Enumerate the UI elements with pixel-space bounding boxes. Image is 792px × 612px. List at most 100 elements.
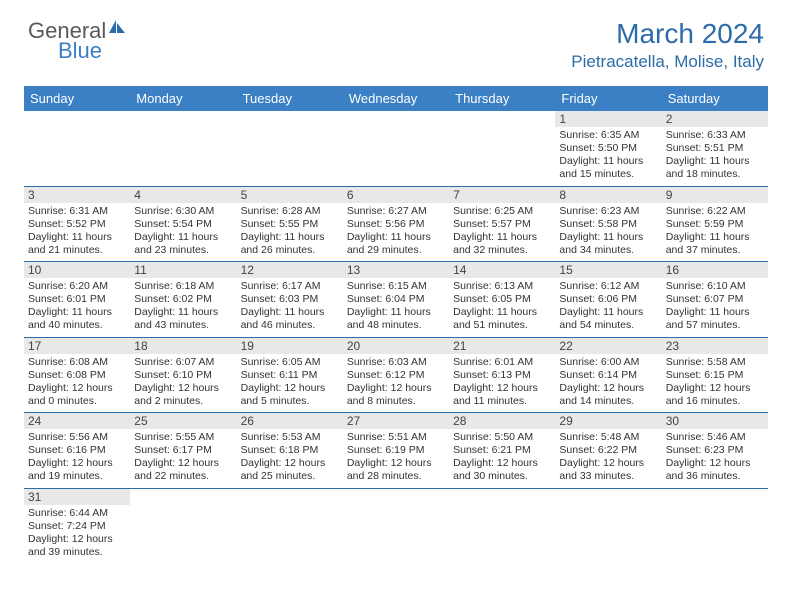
sunset-text: Sunset: 6:01 PM bbox=[28, 293, 126, 306]
calendar-cell: 12Sunrise: 6:17 AMSunset: 6:03 PMDayligh… bbox=[237, 262, 343, 338]
day-details: Sunrise: 6:08 AMSunset: 6:08 PMDaylight:… bbox=[28, 356, 126, 409]
day-details: Sunrise: 5:46 AMSunset: 6:23 PMDaylight:… bbox=[666, 431, 764, 484]
day-number: 17 bbox=[24, 338, 130, 354]
day-number: 15 bbox=[555, 262, 661, 278]
day-details: Sunrise: 5:50 AMSunset: 6:21 PMDaylight:… bbox=[453, 431, 551, 484]
day-number: 11 bbox=[130, 262, 236, 278]
sunrise-text: Sunrise: 5:53 AM bbox=[241, 431, 339, 444]
sunrise-text: Sunrise: 6:01 AM bbox=[453, 356, 551, 369]
calendar-cell: 9 Sunrise: 6:22 AMSunset: 5:59 PMDaylight… bbox=[662, 186, 768, 262]
daylight-text: Daylight: 11 hours and 21 minutes. bbox=[28, 231, 126, 257]
day-details: Sunrise: 6:05 AMSunset: 6:11 PMDaylight:… bbox=[241, 356, 339, 409]
calendar-cell: 23Sunrise: 5:58 AMSunset: 6:15 PMDayligh… bbox=[662, 337, 768, 413]
day-number: 26 bbox=[237, 413, 343, 429]
calendar-row: 31Sunrise: 6:44 AMSunset: 7:24 PMDayligh… bbox=[24, 488, 768, 563]
sunrise-text: Sunrise: 6:27 AM bbox=[347, 205, 445, 218]
calendar-row: 10Sunrise: 6:20 AMSunset: 6:01 PMDayligh… bbox=[24, 262, 768, 338]
calendar-cell: 17 Sunrise: 6:08 AMSunset: 6:08 PMDayligh… bbox=[24, 337, 130, 413]
calendar-cell: 7Sunrise: 6:25 AMSunset: 5:57 PMDaylight… bbox=[449, 186, 555, 262]
day-details: Sunrise: 6:18 AMSunset: 6:02 PMDaylight:… bbox=[134, 280, 232, 333]
sunset-text: Sunset: 6:17 PM bbox=[134, 444, 232, 457]
daylight-text: Daylight: 11 hours and 29 minutes. bbox=[347, 231, 445, 257]
daylight-text: Daylight: 11 hours and 37 minutes. bbox=[666, 231, 764, 257]
calendar-cell: 6Sunrise: 6:27 AMSunset: 5:56 PMDaylight… bbox=[343, 186, 449, 262]
weekday-header-row: Sunday Monday Tuesday Wednesday Thursday… bbox=[24, 86, 768, 111]
sunset-text: Sunset: 6:11 PM bbox=[241, 369, 339, 382]
daylight-text: Daylight: 11 hours and 54 minutes. bbox=[559, 306, 657, 332]
daylight-text: Daylight: 12 hours and 11 minutes. bbox=[453, 382, 551, 408]
day-details: Sunrise: 6:00 AMSunset: 6:14 PMDaylight:… bbox=[559, 356, 657, 409]
sunset-text: Sunset: 6:07 PM bbox=[666, 293, 764, 306]
day-number: 9 bbox=[662, 187, 768, 203]
calendar-cell: 1Sunrise: 6:35 AMSunset: 5:50 PMDaylight… bbox=[555, 111, 661, 186]
calendar-cell: 18 Sunrise: 6:07 AMSunset: 6:10 PMDayligh… bbox=[130, 337, 236, 413]
calendar-row: 3Sunrise: 6:31 AMSunset: 5:52 PMDaylight… bbox=[24, 186, 768, 262]
sunset-text: Sunset: 6:19 PM bbox=[347, 444, 445, 457]
title-block: March 2024 Pietracatella, Molise, Italy bbox=[571, 18, 764, 72]
weekday-header: Wednesday bbox=[343, 86, 449, 111]
day-number: 23 bbox=[662, 338, 768, 354]
day-number: 25 bbox=[130, 413, 236, 429]
calendar-cell: 22Sunrise: 6:00 AMSunset: 6:14 PMDayligh… bbox=[555, 337, 661, 413]
day-details: Sunrise: 6:31 AMSunset: 5:52 PMDaylight:… bbox=[28, 205, 126, 258]
calendar-cell: 28 Sunrise: 5:50 AMSunset: 6:21 PMDayligh… bbox=[449, 413, 555, 489]
calendar-body: 1Sunrise: 6:35 AMSunset: 5:50 PMDaylight… bbox=[24, 111, 768, 563]
calendar-cell: 26Sunrise: 5:53 AMSunset: 6:18 PMDayligh… bbox=[237, 413, 343, 489]
sunrise-text: Sunrise: 6:20 AM bbox=[28, 280, 126, 293]
daylight-text: Daylight: 12 hours and 19 minutes. bbox=[28, 457, 126, 483]
calendar-cell: 20Sunrise: 6:03 AMSunset: 6:12 PMDayligh… bbox=[343, 337, 449, 413]
calendar-cell: 10Sunrise: 6:20 AMSunset: 6:01 PMDayligh… bbox=[24, 262, 130, 338]
calendar-row: 24Sunrise: 5:56 AMSunset: 6:16 PMDayligh… bbox=[24, 413, 768, 489]
day-number: 8 bbox=[555, 187, 661, 203]
calendar-cell: 15Sunrise: 6:12 AMSunset: 6:06 PMDayligh… bbox=[555, 262, 661, 338]
day-number: 27 bbox=[343, 413, 449, 429]
day-number: 18 bbox=[130, 338, 236, 354]
weekday-header: Tuesday bbox=[237, 86, 343, 111]
day-details: Sunrise: 6:17 AMSunset: 6:03 PMDaylight:… bbox=[241, 280, 339, 333]
calendar-cell: 2Sunrise: 6:33 AMSunset: 5:51 PMDaylight… bbox=[662, 111, 768, 186]
calendar-cell: 19 Sunrise: 6:05 AMSunset: 6:11 PMDayligh… bbox=[237, 337, 343, 413]
sunrise-text: Sunrise: 6:15 AM bbox=[347, 280, 445, 293]
sunset-text: Sunset: 5:59 PM bbox=[666, 218, 764, 231]
daylight-text: Daylight: 11 hours and 15 minutes. bbox=[559, 155, 657, 181]
sunset-text: Sunset: 6:21 PM bbox=[453, 444, 551, 457]
sunrise-text: Sunrise: 6:22 AM bbox=[666, 205, 764, 218]
day-number: 31 bbox=[24, 489, 130, 505]
sunrise-text: Sunrise: 6:25 AM bbox=[453, 205, 551, 218]
daylight-text: Daylight: 11 hours and 46 minutes. bbox=[241, 306, 339, 332]
sunrise-text: Sunrise: 6:13 AM bbox=[453, 280, 551, 293]
day-number: 28 bbox=[449, 413, 555, 429]
daylight-text: Daylight: 12 hours and 2 minutes. bbox=[134, 382, 232, 408]
sunrise-text: Sunrise: 5:51 AM bbox=[347, 431, 445, 444]
day-details: Sunrise: 6:22 AMSunset: 5:59 PMDaylight:… bbox=[666, 205, 764, 258]
sunrise-text: Sunrise: 5:58 AM bbox=[666, 356, 764, 369]
sunset-text: Sunset: 6:03 PM bbox=[241, 293, 339, 306]
day-details: Sunrise: 6:07 AMSunset: 6:10 PMDaylight:… bbox=[134, 356, 232, 409]
logo-text-blue: Blue bbox=[58, 38, 102, 63]
calendar-cell: 29Sunrise: 5:48 AMSunset: 6:22 PMDayligh… bbox=[555, 413, 661, 489]
day-number: 2 bbox=[662, 111, 768, 127]
day-details: Sunrise: 6:10 AMSunset: 6:07 PMDaylight:… bbox=[666, 280, 764, 333]
daylight-text: Daylight: 12 hours and 0 minutes. bbox=[28, 382, 126, 408]
calendar-cell bbox=[662, 488, 768, 563]
day-number: 16 bbox=[662, 262, 768, 278]
daylight-text: Daylight: 11 hours and 57 minutes. bbox=[666, 306, 764, 332]
calendar-cell: 4Sunrise: 6:30 AMSunset: 5:54 PMDaylight… bbox=[130, 186, 236, 262]
day-number: 7 bbox=[449, 187, 555, 203]
calendar-cell: 13Sunrise: 6:15 AMSunset: 6:04 PMDayligh… bbox=[343, 262, 449, 338]
sunset-text: Sunset: 6:13 PM bbox=[453, 369, 551, 382]
daylight-text: Daylight: 12 hours and 28 minutes. bbox=[347, 457, 445, 483]
sunset-text: Sunset: 5:52 PM bbox=[28, 218, 126, 231]
day-details: Sunrise: 5:56 AMSunset: 6:16 PMDaylight:… bbox=[28, 431, 126, 484]
sunrise-text: Sunrise: 5:56 AM bbox=[28, 431, 126, 444]
daylight-text: Daylight: 12 hours and 30 minutes. bbox=[453, 457, 551, 483]
logo: GeneralBlue bbox=[28, 18, 129, 64]
daylight-text: Daylight: 11 hours and 48 minutes. bbox=[347, 306, 445, 332]
logo-sail-icon bbox=[107, 18, 129, 41]
calendar-cell bbox=[449, 488, 555, 563]
location-text: Pietracatella, Molise, Italy bbox=[571, 52, 764, 72]
sunset-text: Sunset: 6:14 PM bbox=[559, 369, 657, 382]
calendar-cell: 3Sunrise: 6:31 AMSunset: 5:52 PMDaylight… bbox=[24, 186, 130, 262]
calendar-cell: 27 Sunrise: 5:51 AMSunset: 6:19 PMDayligh… bbox=[343, 413, 449, 489]
day-number: 19 bbox=[237, 338, 343, 354]
